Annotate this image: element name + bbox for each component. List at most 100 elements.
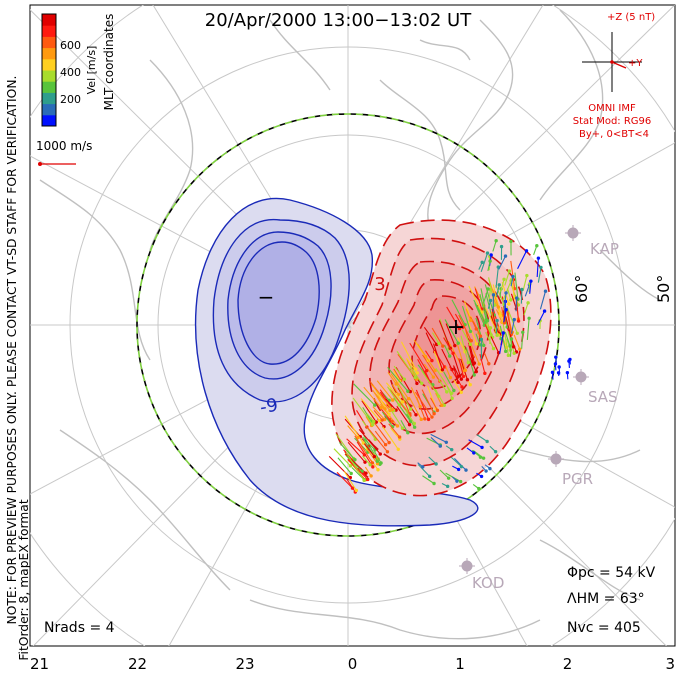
velocity-vector — [505, 316, 515, 347]
velocity-vector-origin — [485, 439, 489, 444]
velocity-vector-origin — [387, 412, 391, 417]
velocity-vector-origin — [431, 375, 436, 379]
velocity-vector-origin — [447, 354, 452, 358]
velocity-vector — [346, 478, 356, 493]
velocity-vector-origin — [362, 453, 367, 457]
velocity-vector-origin — [483, 320, 488, 325]
velocity-vector — [423, 327, 438, 345]
velocity-vector — [366, 413, 375, 422]
velocity-scale-label: 1000 m/s — [36, 139, 92, 153]
velocity-vector-origin — [507, 269, 512, 273]
velocity-vector-origin — [469, 339, 473, 343]
colorbar-segment — [42, 114, 56, 127]
velocity-vector — [451, 299, 466, 325]
velocity-vector-origin — [506, 353, 511, 358]
velocity-vector-origin — [442, 403, 446, 407]
velocity-vector — [506, 338, 511, 351]
velocity-vector — [358, 429, 381, 455]
velocity-vector-origin — [445, 390, 449, 394]
imf-dial: +Z (5 nT) +Y OMNI IMF Stat Mod: RG96 By+… — [573, 12, 656, 140]
velocity-vector — [482, 288, 489, 304]
velocity-vector — [514, 272, 519, 300]
velocity-vector-origin — [452, 388, 456, 393]
velocity-vector — [511, 282, 515, 298]
velocity-vector-origin — [491, 293, 496, 297]
imf-source: OMNI IMF — [588, 103, 636, 114]
velocity-vector — [441, 348, 453, 370]
velocity-vector-origin — [444, 440, 448, 444]
velocity-vector-origin — [507, 302, 511, 306]
velocity-vector-origin — [387, 440, 391, 445]
velocity-vector — [400, 419, 409, 433]
velocity-vector — [503, 309, 507, 323]
mlt-axis: 21 22 23 0 1 2 3 — [30, 655, 675, 673]
radar-pgr-label: PGR — [562, 470, 593, 488]
velocity-vector-origin — [406, 397, 411, 401]
velocity-vector — [520, 289, 523, 304]
velocity-vector-origin — [478, 455, 483, 459]
velocity-vector — [395, 381, 412, 410]
velocity-vector-origin — [432, 481, 436, 486]
velocity-vector — [408, 396, 422, 420]
velocity-vector — [510, 260, 516, 289]
velocity-vector-origin — [440, 368, 445, 372]
velocity-vector — [339, 442, 356, 461]
colorbar-outline — [41, 13, 57, 127]
pos-max-marker: + — [447, 315, 465, 340]
mlt-tick-label: 23 — [235, 655, 254, 673]
velocity-vector — [513, 334, 521, 350]
velocity-vector — [454, 313, 464, 328]
cross-polar-potential: Φpc = 54 kV — [567, 565, 656, 581]
velocity-vector — [473, 299, 486, 323]
velocity-vector — [446, 306, 460, 329]
velocity-vector-origin — [550, 370, 555, 375]
velocity-vector-origin — [485, 251, 490, 255]
velocity-vector-origin — [466, 360, 471, 365]
velocity-vector — [433, 350, 446, 368]
velocity-vector-origin — [502, 277, 506, 282]
velocity-vector-origin — [449, 391, 454, 395]
velocity-vector-origin — [354, 488, 359, 493]
radar-sites — [459, 225, 589, 574]
velocity-vector-origin — [407, 422, 412, 427]
velocity-vector-origin — [465, 378, 470, 382]
velocity-vector-origin — [366, 477, 370, 482]
velocity-vector-origin — [391, 398, 395, 402]
colorbar-segment — [42, 14, 56, 26]
imf-y-label: +Y — [628, 58, 643, 69]
velocity-vector-origin — [499, 244, 504, 249]
velocity-vector-origin — [511, 345, 516, 349]
velocity-vector — [468, 439, 483, 448]
mlt-tick-label: 0 — [348, 655, 358, 673]
velocity-vector — [385, 382, 404, 403]
velocity-vector-origin — [406, 430, 410, 435]
velocity-vector-origin — [415, 381, 419, 386]
velocity-vector-origin — [441, 344, 445, 348]
velocity-vector-origin — [484, 469, 488, 473]
velocity-vector-origin — [469, 318, 473, 323]
velocity-vector-origin — [402, 377, 407, 381]
velocity-vector — [374, 430, 387, 446]
velocity-vector-origin — [472, 373, 476, 377]
velocity-vector-origin — [349, 471, 353, 476]
velocity-vector-origin — [364, 471, 368, 475]
velocity-vector-origin — [435, 408, 440, 413]
colorbar-tick-600: 600 — [60, 39, 81, 52]
velocity-vector-origin — [493, 449, 498, 454]
mlt-tick-label: 2 — [563, 655, 573, 673]
velocity-vector-origin — [372, 419, 376, 424]
velocity-vector — [526, 318, 530, 340]
velocity-vector — [445, 323, 456, 346]
velocity-vector — [345, 455, 363, 472]
velocity-vector-origin — [375, 459, 379, 463]
velocity-vector — [438, 320, 451, 349]
velocity-vector-origin — [494, 239, 498, 243]
velocity-vector-origin — [394, 382, 398, 386]
velocity-vector-origin — [463, 368, 468, 373]
velocity-vector — [468, 343, 474, 365]
velocity-vector — [539, 291, 547, 310]
velocity-vector — [422, 354, 441, 382]
velocity-vector-origin — [348, 464, 353, 468]
velocity-vector — [373, 410, 383, 421]
velocity-vector-origin — [516, 319, 521, 323]
